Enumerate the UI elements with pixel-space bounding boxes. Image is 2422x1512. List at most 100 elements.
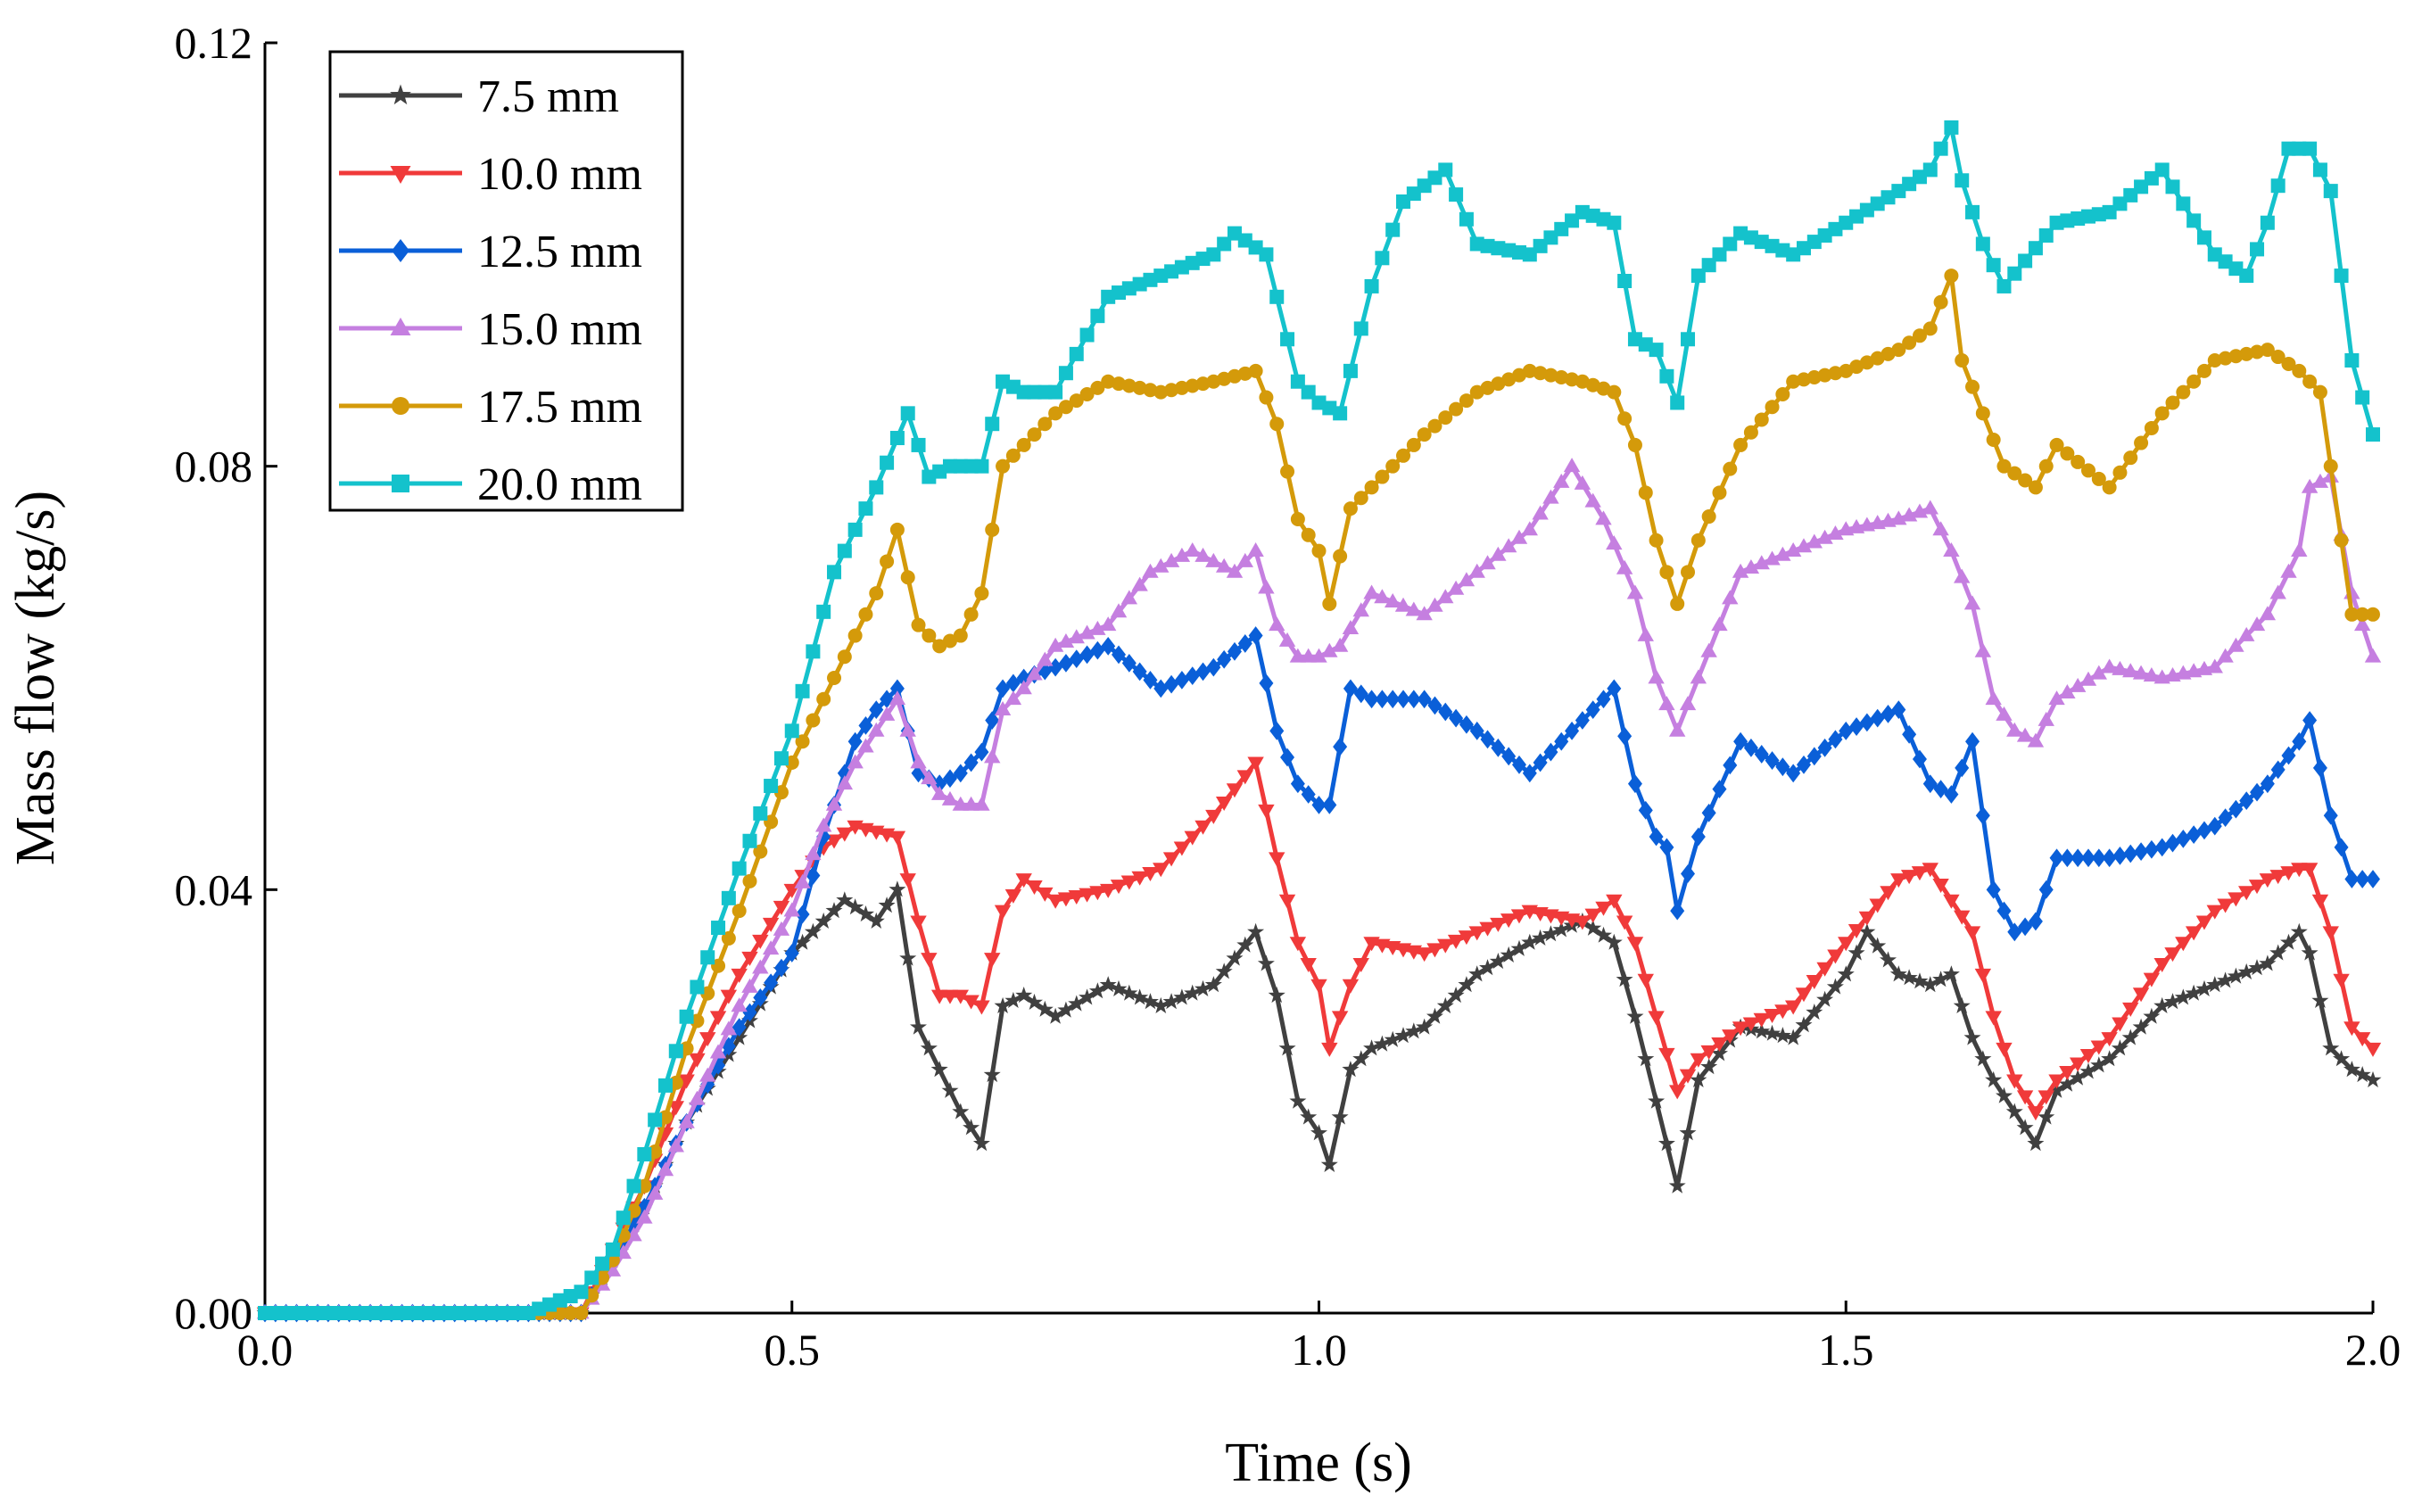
- data-point: [2122, 663, 2139, 678]
- data-point: [742, 1003, 757, 1022]
- data-point: [2048, 1074, 2065, 1089]
- data-point: [2207, 816, 2222, 836]
- data-point: [1057, 633, 1075, 649]
- data-point: [1617, 411, 1633, 426]
- data-point: [2333, 1050, 2351, 1067]
- data-point: [637, 1147, 652, 1161]
- data-point: [1269, 616, 1285, 632]
- data-point: [1162, 852, 1180, 867]
- data-point: [2005, 1103, 2023, 1120]
- data-point: [1489, 953, 1507, 970]
- data-point: [1607, 384, 1622, 400]
- data-point: [1046, 1007, 1064, 1024]
- data-point: [2206, 905, 2223, 920]
- data-point: [1626, 584, 1644, 599]
- data-point: [1058, 400, 1073, 415]
- data-point: [1607, 215, 1622, 230]
- data-point: [1310, 1124, 1327, 1141]
- data-point: [952, 796, 969, 811]
- data-point: [1922, 500, 1938, 515]
- data-point: [1922, 976, 1939, 993]
- data-point: [1131, 988, 1149, 1005]
- data-point: [795, 905, 810, 924]
- data-point: [1649, 343, 1664, 358]
- data-point: [2292, 731, 2307, 751]
- data-point: [1363, 584, 1380, 599]
- data-point: [2364, 1070, 2382, 1087]
- data-point: [963, 796, 980, 811]
- data-point: [2228, 799, 2244, 819]
- data-point: [1099, 976, 1117, 993]
- data-point: [2143, 1007, 2161, 1024]
- data-point: [837, 543, 852, 558]
- data-point: [2259, 954, 2277, 971]
- data-point: [1816, 529, 1833, 544]
- data-point: [1437, 589, 1454, 604]
- data-point: [952, 1103, 970, 1120]
- data-point: [1681, 332, 1696, 347]
- data-point: [1543, 742, 1558, 762]
- data-point: [732, 904, 747, 919]
- data-point: [1185, 666, 1200, 686]
- data-point: [1300, 958, 1317, 972]
- data-point: [668, 1044, 683, 1059]
- data-point: [2028, 912, 2043, 931]
- data-point: [1552, 921, 1570, 938]
- data-point: [1616, 559, 1633, 574]
- data-point: [1289, 1092, 1307, 1109]
- data-point: [2281, 746, 2296, 765]
- data-point: [1784, 1029, 1802, 1045]
- data-point: [1110, 880, 1128, 895]
- data-point: [889, 431, 905, 446]
- data-point: [1174, 670, 1189, 690]
- data-point: [1300, 648, 1317, 663]
- data-point: [1996, 706, 2013, 721]
- data-point: [868, 722, 885, 737]
- data-point: [709, 1011, 727, 1026]
- data-point: [1996, 1042, 2013, 1057]
- legend-label: 7.5 mm: [477, 71, 619, 122]
- data-point: [974, 742, 989, 762]
- data-point: [1911, 866, 1929, 881]
- data-point: [1048, 657, 1063, 677]
- data-point: [1681, 864, 1696, 883]
- data-point: [2334, 533, 2349, 548]
- data-point: [1690, 533, 1706, 548]
- data-point: [2292, 363, 2307, 378]
- data-point: [1816, 962, 1833, 977]
- data-point: [1427, 418, 1442, 434]
- data-point: [1173, 841, 1191, 856]
- x-tick-label: 1.5: [1818, 1325, 1874, 1375]
- data-point: [1965, 204, 1980, 219]
- data-point: [2048, 690, 2065, 706]
- data-point: [1385, 592, 1401, 607]
- data-point: [1975, 406, 1990, 421]
- data-point: [1786, 764, 1801, 783]
- data-point: [1891, 343, 1906, 358]
- data-point: [2301, 863, 2319, 878]
- legend-entry: 12.5 mm: [339, 227, 642, 277]
- data-point: [721, 890, 736, 905]
- data-point: [2323, 806, 2338, 825]
- data-point: [1985, 690, 2002, 706]
- data-point: [1986, 880, 2001, 899]
- legend-label: 17.5 mm: [477, 382, 642, 433]
- data-point: [1806, 1004, 1823, 1020]
- data-point: [1553, 473, 1570, 488]
- data-point: [1236, 770, 1253, 785]
- data-point: [996, 459, 1011, 474]
- data-point: [1670, 596, 1685, 611]
- data-point: [1943, 894, 1960, 909]
- data-point: [2364, 1042, 2382, 1057]
- data-point: [1110, 603, 1128, 618]
- data-point: [1701, 509, 1716, 525]
- data-point: [847, 898, 864, 915]
- data-point: [1333, 549, 1348, 564]
- data-point: [2153, 958, 2170, 972]
- data-point: [1965, 379, 1980, 394]
- data-point: [932, 639, 947, 654]
- data-point: [1131, 871, 1148, 886]
- data-point: [1321, 1042, 1338, 1057]
- data-point: [1352, 602, 1369, 617]
- y-tick-label: 0.08: [175, 442, 253, 492]
